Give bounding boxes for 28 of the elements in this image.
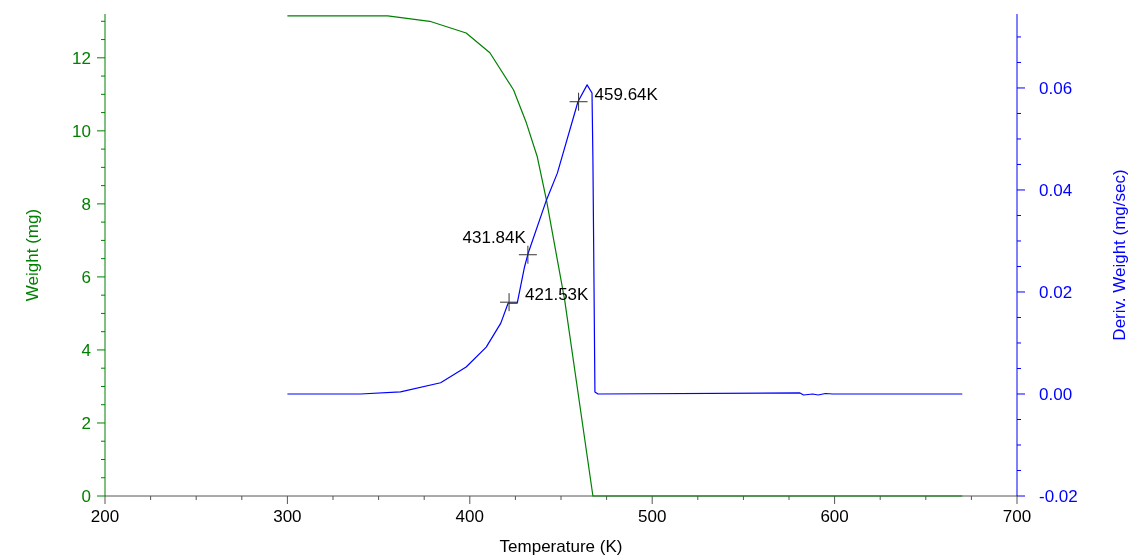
y2-tick-label: 0.02 (1039, 282, 1073, 302)
line-series (286, 15, 963, 497)
x-tick-label: 400 (455, 507, 484, 526)
point (569, 92, 589, 112)
y-tick-label: 8 (81, 194, 91, 214)
y2-tick-label: 0.04 (1039, 180, 1073, 200)
line-series (286, 84, 963, 396)
y2-axis-title: Deriv. Weight (mg/sec) (1110, 169, 1129, 341)
y-tick-label: 4 (81, 340, 91, 360)
point (518, 245, 538, 265)
x-tick-label: 200 (90, 507, 120, 526)
annotation: 431.84K (462, 227, 527, 247)
y-axis-title: Weight (mg) (23, 208, 42, 302)
x-axis-title: Temperature (K) (499, 537, 623, 555)
x-tick-label: 600 (820, 507, 849, 526)
y2-tick-label: 0.00 (1039, 384, 1073, 404)
y-tick-label: 0 (81, 487, 91, 506)
y-tick-label: 2 (81, 413, 91, 433)
point (499, 292, 519, 312)
annotation: 459.64K (594, 84, 659, 104)
x-tick-label: 300 (273, 507, 302, 526)
x-tick-label: 500 (638, 507, 667, 526)
y-tick-label: 12 (72, 48, 91, 68)
y2-tick-label: 0.06 (1039, 78, 1073, 98)
y-tick-label: 6 (81, 267, 91, 287)
y-tick-label: 10 (72, 121, 91, 141)
y2-tick-label: -0.02 (1039, 487, 1078, 506)
x-tick-label: 700 (1002, 507, 1032, 526)
